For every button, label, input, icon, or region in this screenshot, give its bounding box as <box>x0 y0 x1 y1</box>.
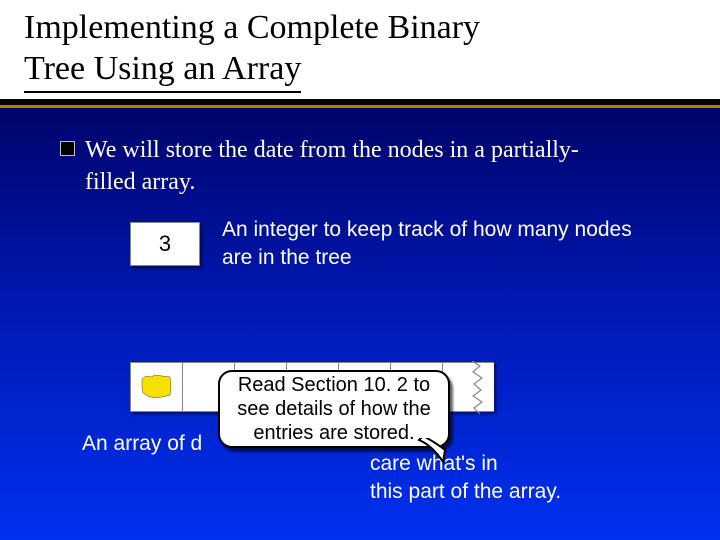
slide-body: We will store the date from the nodes in… <box>0 108 720 271</box>
callout-box: Read Section 10. 2 to see details of how… <box>218 370 450 448</box>
dontcare-line2: this part of the array. <box>370 480 561 503</box>
state-icon <box>140 373 174 401</box>
slide: Implementing a Complete Binary Tree Usin… <box>0 0 720 540</box>
count-box: 3 <box>130 222 200 266</box>
count-row: 3 An integer to keep track of how many n… <box>130 216 680 271</box>
title-line1: Implementing a Complete Binary <box>24 8 696 49</box>
title-line2: Tree Using an Array <box>24 49 696 93</box>
callout-tail-icon <box>415 438 455 466</box>
slide-header: Implementing a Complete Binary Tree Usin… <box>0 0 720 99</box>
array-cell <box>130 362 182 412</box>
square-bullet-icon <box>60 141 75 156</box>
tear-icon <box>470 361 488 415</box>
title-line2-text: Tree Using an Array <box>24 49 301 93</box>
array-caption: An array of d <box>82 432 202 456</box>
count-label: An integer to keep track of how many nod… <box>222 216 652 271</box>
bullet-row: We will store the date from the nodes in… <box>60 134 680 199</box>
callout-text: Read Section 10. 2 to see details of how… <box>228 373 440 445</box>
dontcare-text: care what's in this part of the array. <box>370 450 561 507</box>
bullet-text: We will store the date from the nodes in… <box>85 134 585 199</box>
